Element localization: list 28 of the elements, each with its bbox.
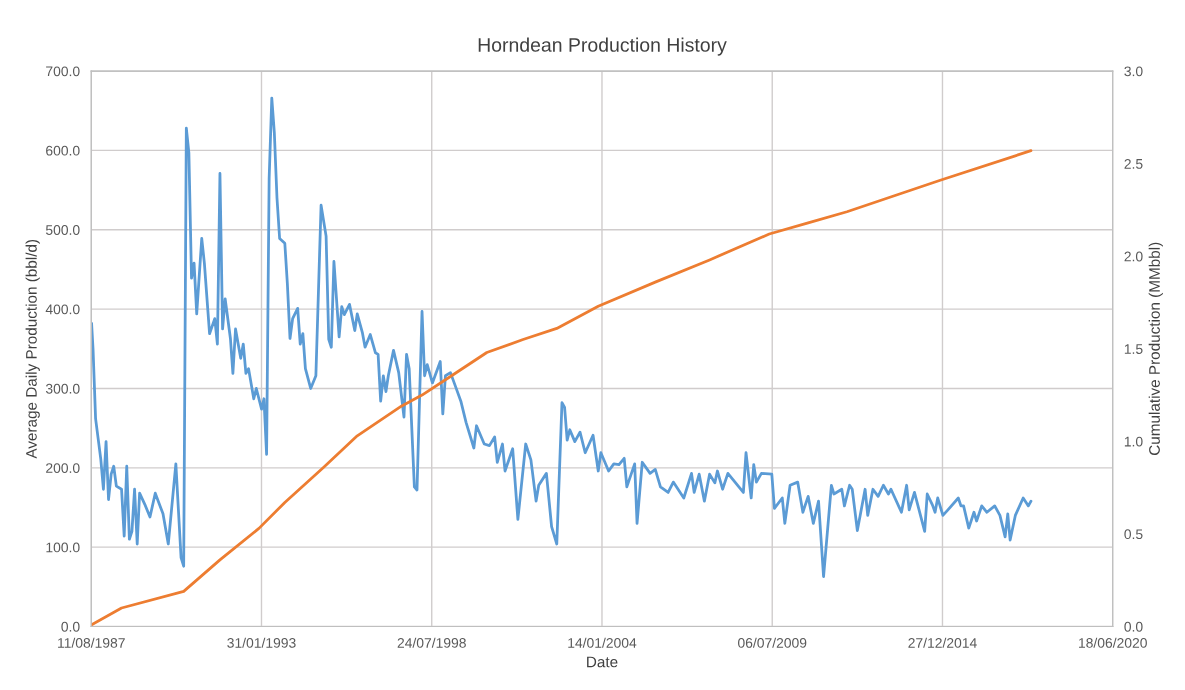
x-tick-label: 24/07/1998 <box>397 637 466 648</box>
y2-axis-title: Cumulative Production (MMbbl) <box>1148 242 1163 455</box>
y-axis-title: Average Daily Production (bbl/d) <box>25 239 40 459</box>
y-tick-label: 100.0 <box>46 542 80 553</box>
line-series <box>91 149 1033 627</box>
y2-tick-label: 2.5 <box>1124 158 1143 169</box>
x-tick-label: 18/06/2020 <box>1079 637 1147 648</box>
y2-tick-label: 2.0 <box>1124 251 1143 262</box>
y2-tick-label: 1.0 <box>1124 436 1143 447</box>
x-tick-label: 11/08/1987 <box>58 637 125 648</box>
x-tick-label: 27/12/2014 <box>908 637 977 648</box>
y-tick-label: 300.0 <box>45 383 80 394</box>
y-tick-label: 200.0 <box>46 463 80 473</box>
x-axis-title: Date <box>587 656 618 668</box>
x-tick-label: 06/07/2009 <box>738 637 807 648</box>
line-series <box>91 96 1033 578</box>
y2-tick-label: 3.0 <box>1124 66 1143 77</box>
x-tick-label: 14/01/2004 <box>568 637 637 648</box>
y-tick-label: 700.0 <box>46 66 80 77</box>
y2-tick-label: 0.0 <box>1124 621 1143 632</box>
y-tick-label: 0.0 <box>61 621 80 632</box>
chart-title: Horndean Production History <box>478 37 727 56</box>
y-tick-label: 500.0 <box>45 225 80 235</box>
x-tick-label: 31/01/1993 <box>227 637 296 648</box>
y-tick-label: 400.0 <box>45 304 80 315</box>
y2-tick-label: 0.5 <box>1124 529 1143 540</box>
y-tick-label: 600.0 <box>46 145 80 156</box>
y2-tick-label: 1.5 <box>1124 344 1143 354</box>
